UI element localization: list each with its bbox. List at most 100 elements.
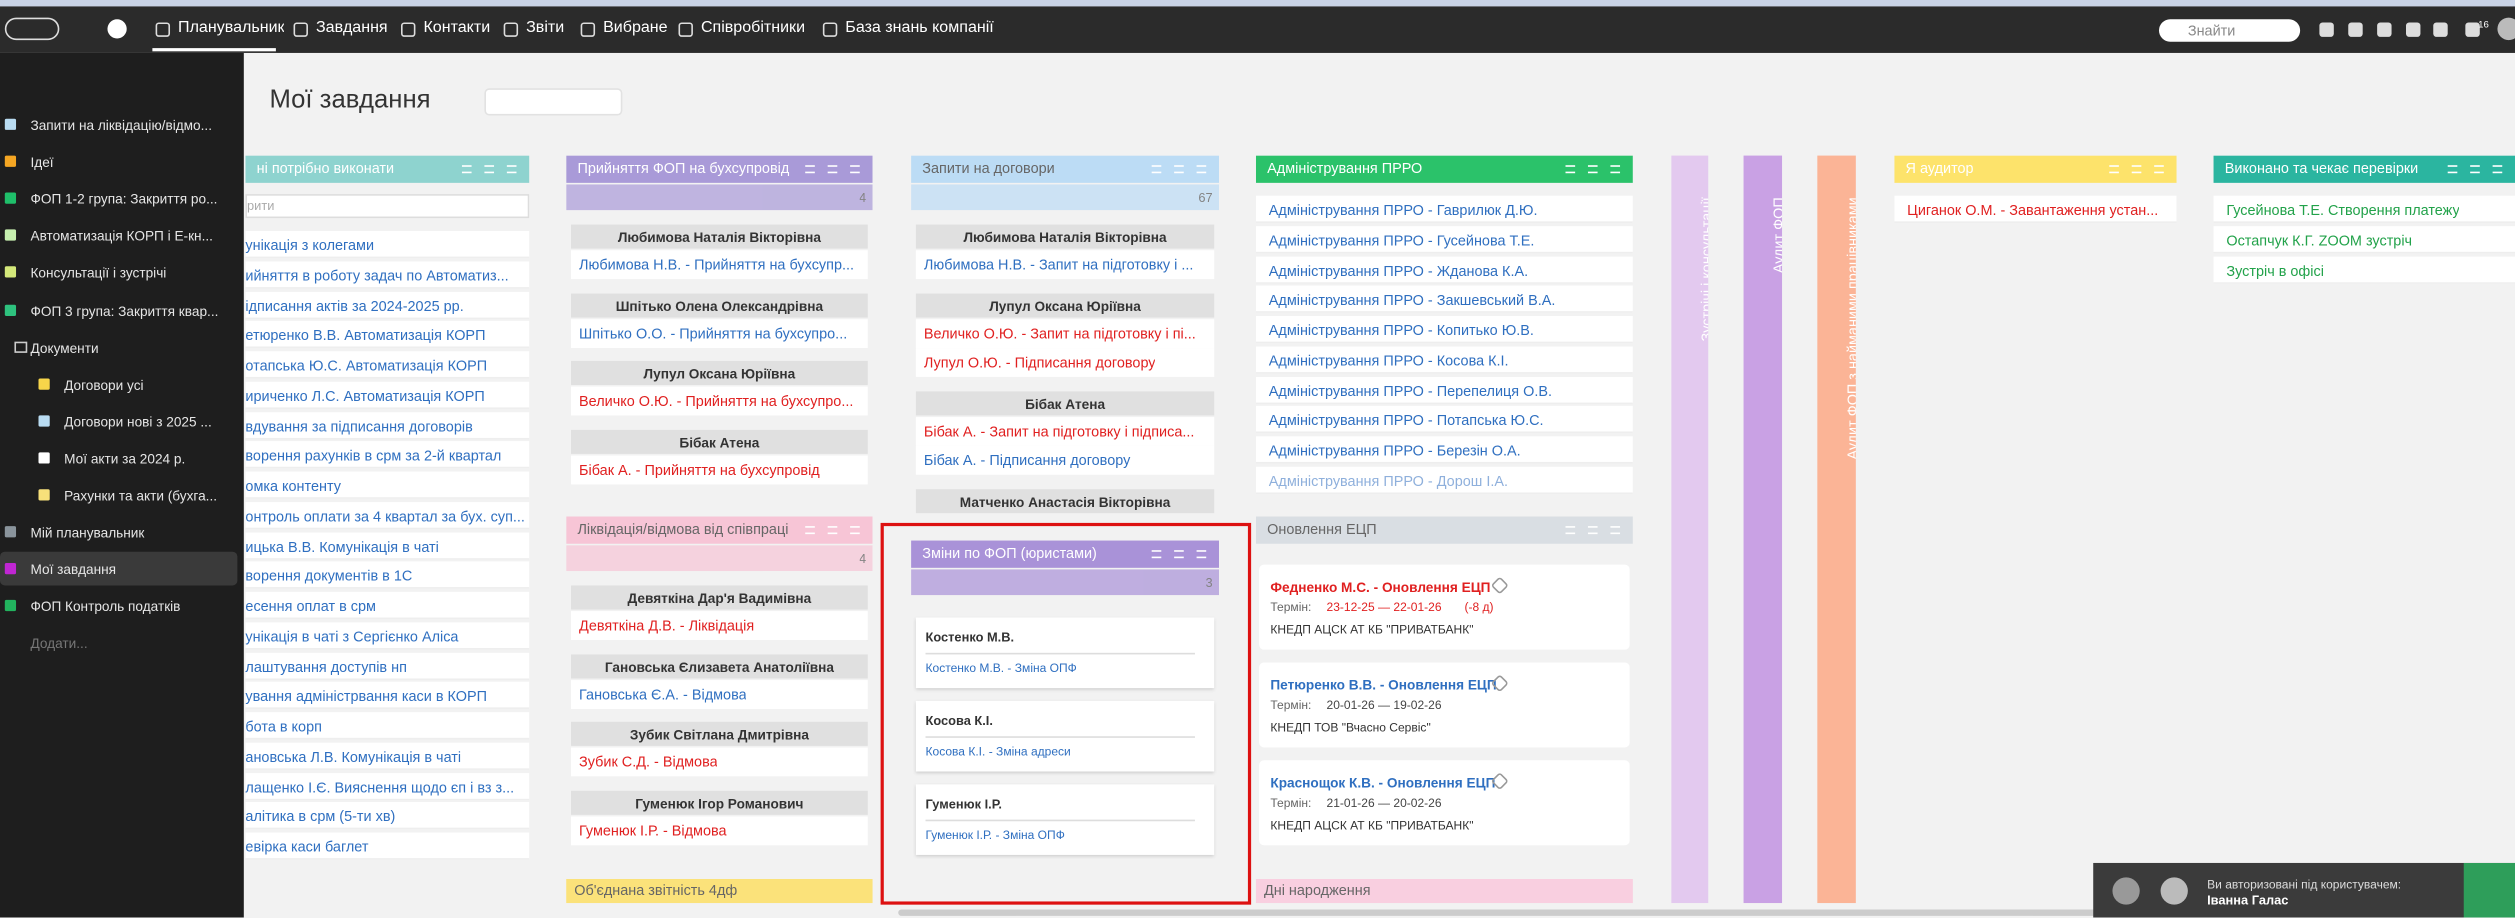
task-item[interactable]: Зустріч в офісі <box>2213 255 2515 284</box>
task-link[interactable]: Величко О.Ю. - Прийняття на бухсупро... <box>579 392 854 410</box>
ecp-title[interactable]: Краснощок К.В. - Оновлення ЕЦП <box>1270 774 1496 791</box>
task-link[interactable]: Адміністрування ПРРО - Березін О.А. <box>1268 442 1521 459</box>
header-icon[interactable] <box>2470 165 2480 174</box>
task-link[interactable]: вдування за підписання договорів <box>245 417 473 434</box>
task-link[interactable]: ийняття в роботу задач по Автоматиз... <box>245 267 509 284</box>
task-link[interactable]: ановська Л.В. Комунікація в чаті <box>245 748 462 765</box>
task-link[interactable]: Шпітько О.О. - Прийняття на бухсупро... <box>579 324 848 341</box>
task-link[interactable]: отапська Ю.С. Автоматизація КОРП <box>245 357 488 374</box>
task-item[interactable]: етюренко В.В. Автоматизація КОРП <box>245 321 530 349</box>
task-link[interactable]: лаштування доступів нп <box>245 658 407 675</box>
top-icon[interactable] <box>2433 22 2448 37</box>
task-item[interactable]: ворення документів в 1С <box>245 561 530 590</box>
header-icon[interactable] <box>2109 165 2119 174</box>
task-item[interactable]: Любимова Н.В. - Прийняття на бухсупр... <box>571 250 868 280</box>
column-search[interactable] <box>484 88 623 116</box>
nav-item[interactable]: Вибране <box>603 19 668 37</box>
task-item[interactable]: ийняття в роботу задач по Автоматиз... <box>245 261 530 289</box>
task-item[interactable]: отапська Ю.С. Автоматизація КОРП <box>245 351 530 379</box>
header-icon[interactable] <box>461 165 472 174</box>
sidebar-item[interactable]: Мої завдання <box>30 561 117 578</box>
task-link[interactable]: Адміністрування ПРРО - Потапська Ю.С. <box>1268 412 1544 429</box>
ecp-card[interactable]: Федненко М.С. - Оновлення ЕЦП Термін: 23-1… <box>1259 564 1630 650</box>
header-icon[interactable] <box>2492 165 2503 174</box>
sidebar-item[interactable]: Рахунки та акти (бухга... <box>64 487 218 504</box>
sidebar-item[interactable]: Документи <box>30 339 99 356</box>
header-icon[interactable] <box>1587 165 1598 174</box>
nav-item[interactable]: Завдання <box>315 19 388 37</box>
card-task[interactable]: Костенко М.В. - Зміна ОПФ <box>925 660 1077 676</box>
header-icon[interactable] <box>2154 165 2164 174</box>
collapsed-row[interactable]: Дні народження <box>1255 878 1633 904</box>
header-icon[interactable] <box>1196 165 1207 174</box>
sidebar-item[interactable]: Автоматизація КОРП і Е-кн... <box>30 228 213 245</box>
sidebar-item[interactable]: Ідеї <box>30 154 54 171</box>
top-icon[interactable] <box>2465 22 2480 37</box>
task-link[interactable]: етюренко В.В. Автоматизація КОРП <box>245 327 486 344</box>
task-card[interactable]: Костенко М.В. Костенко М.В. - Зміна ОПФ <box>915 617 1215 689</box>
task-link[interactable]: Бібак А. - Підписання договору <box>923 452 1131 469</box>
task-link[interactable]: омка контенту <box>245 477 341 495</box>
header-icon[interactable] <box>2131 165 2142 174</box>
task-link[interactable]: Любимова Н.В. - Прийняття на бухсупр... <box>579 256 855 273</box>
card-task[interactable]: Гуменюк І.Р. - Зміна ОПФ <box>925 827 1065 843</box>
top-icon[interactable] <box>2406 22 2421 37</box>
task-item[interactable]: Адміністрування ПРРО - Гусейнова Т.Е. <box>1255 225 1633 254</box>
nav-item[interactable]: База знань компанії <box>845 19 994 37</box>
top-icon[interactable] <box>2319 22 2334 37</box>
task-card[interactable]: Косова К.І. Косова К.І. - Зміна адреси <box>915 700 1215 772</box>
task-item[interactable]: Гановська Є.А. - Відмова <box>571 679 868 709</box>
header-icon[interactable] <box>1587 526 1598 535</box>
task-link[interactable]: Гусейнова Т.Е. Створення платежу <box>2226 202 2460 219</box>
task-link[interactable]: унікація з колегами <box>245 237 375 254</box>
task-link[interactable]: Адміністрування ПРРО - Жданова К.А. <box>1268 262 1529 279</box>
task-link[interactable]: евірка каси баглет <box>245 838 369 855</box>
task-link[interactable]: Величко О.Ю. - Запит на підготовку і пі.… <box>923 324 1196 341</box>
task-link[interactable]: Лупул О.Ю. - Підписання договору <box>923 354 1156 371</box>
header-icon[interactable] <box>1565 165 1576 174</box>
sidebar-item[interactable]: Запити на ліквідацію/відмо... <box>30 117 213 134</box>
sidebar-add[interactable]: Додати... <box>30 635 88 652</box>
header-icon[interactable] <box>1151 165 1162 174</box>
task-link[interactable]: бота в корп <box>245 718 322 735</box>
task-item[interactable]: Адміністрування ПРРО - Косова К.І. <box>1255 346 1633 374</box>
task-item[interactable]: Циганок О.М. - Завантаження устан... <box>1894 195 2177 223</box>
task-link[interactable]: ириченко Л.С. Автоматизація КОРП <box>245 387 485 404</box>
task-item[interactable]: Остапчук К.Г. ZOOM зустріч <box>2213 225 2515 254</box>
header-icon[interactable] <box>1196 550 1207 559</box>
task-link[interactable]: онтроль оплати за 4 квартал за бух. суп.… <box>245 508 525 525</box>
ecp-card[interactable]: Петюренко В.В. - Оновлення ЕЦП Термін: 20-… <box>1259 662 1630 748</box>
task-item[interactable]: унікація в чаті з Сергієнко Аліса <box>245 621 530 650</box>
task-link[interactable]: Гуменюк І.Р. - Відмова <box>579 822 727 839</box>
task-link[interactable]: Циганок О.М. - Завантаження устан... <box>1907 202 2159 219</box>
task-link[interactable]: Адміністрування ПРРО - Закшевський В.А. <box>1268 292 1556 309</box>
task-item[interactable]: ідписання актів за 2024-2025 рр. <box>245 291 530 319</box>
header-icon[interactable] <box>2447 165 2458 174</box>
task-item[interactable]: евірка каси баглет <box>245 832 530 860</box>
task-link[interactable]: Зустріч в офісі <box>2226 262 2324 279</box>
card-task[interactable]: Косова К.І. - Зміна адреси <box>925 744 1071 759</box>
task-item[interactable]: Адміністрування ПРРО - Березін О.А. <box>1255 436 1633 464</box>
task-link[interactable]: Зубик С.Д. - Відмова <box>579 753 718 770</box>
collapsed-column[interactable]: Зустрічі і консультації <box>1671 155 1709 904</box>
task-link[interactable]: Адміністрування ПРРО - Дорош І.А. <box>1268 472 1509 489</box>
task-link[interactable]: Гановська Є.А. - Відмова <box>579 685 747 702</box>
task-link[interactable]: Адміністрування ПРРО - Копитько Ю.В. <box>1268 322 1534 339</box>
task-link[interactable]: Девяткіна Д.В. - Ліквідація <box>579 617 755 634</box>
header-icon[interactable] <box>484 165 495 174</box>
header-icon[interactable] <box>1151 550 1162 559</box>
collapsed-column[interactable]: Аудит ФОП <box>1743 155 1783 904</box>
header-icon[interactable] <box>506 165 517 174</box>
task-item[interactable]: Адміністрування ПРРО - Закшевський В.А. <box>1255 285 1633 314</box>
header-icon[interactable] <box>805 526 815 535</box>
header-icon[interactable] <box>1610 165 1621 174</box>
task-item[interactable]: Гуменюк І.Р. - Відмова <box>571 815 868 845</box>
ecp-title[interactable]: Петюренко В.В. - Оновлення ЕЦП <box>1270 676 1497 693</box>
task-item[interactable]: Гусейнова Т.Е. Створення платежу <box>2213 195 2515 223</box>
task-link[interactable]: Бібак А. - Прийняття на бухсупровід <box>579 461 820 478</box>
collapsed-row[interactable]: Об'єднана звітність 4дф <box>566 878 873 904</box>
header-icon[interactable] <box>1565 526 1576 535</box>
task-link[interactable]: Адміністрування ПРРО - Гусейнова Т.Е. <box>1268 232 1535 249</box>
header-icon[interactable] <box>827 165 838 174</box>
task-item[interactable]: Зубик С.Д. - Відмова <box>571 747 868 777</box>
